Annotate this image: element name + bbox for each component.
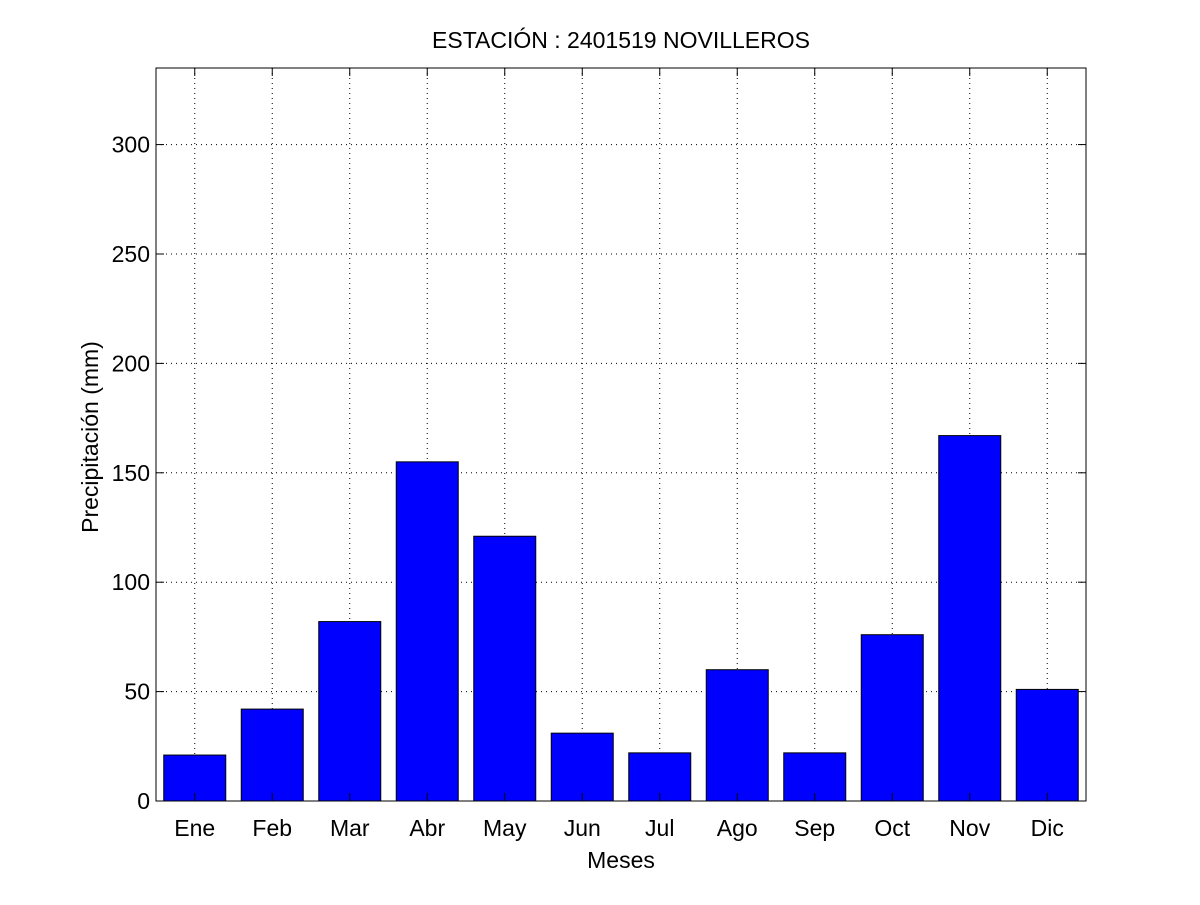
y-tick-label: 150 — [112, 460, 150, 486]
x-tick-label: Feb — [252, 815, 292, 841]
x-tick-label: Oct — [874, 815, 910, 841]
bar-abr — [395, 461, 459, 802]
bar-may — [473, 535, 537, 802]
x-tick-label: Ene — [174, 815, 215, 841]
axes-box — [155, 67, 1087, 802]
x-tick-label: Jun — [564, 815, 601, 841]
bar-jun — [550, 732, 614, 802]
bar-mar — [318, 621, 382, 802]
y-tick-label: 100 — [112, 569, 150, 595]
x-tick-label: Ago — [717, 815, 758, 841]
x-tick-label: Abr — [409, 815, 445, 841]
x-tick-label: Sep — [794, 815, 835, 841]
tick-marks — [156, 68, 1086, 802]
plot-area — [156, 68, 1086, 801]
y-tick-labels: 0 50 100 150 200 250 300 — [112, 132, 150, 814]
x-tick-label: Mar — [330, 815, 370, 841]
bar-dic — [1015, 688, 1079, 802]
y-tick-label: 50 — [124, 679, 150, 705]
bar-oct — [860, 634, 924, 802]
y-tick-label: 200 — [112, 350, 150, 376]
x-axis-label: Meses — [587, 847, 655, 873]
bar-sep — [783, 752, 847, 802]
x-tick-label: May — [483, 815, 527, 841]
chart-title: ESTACIÓN : 2401519 NOVILLEROS — [432, 27, 810, 53]
y-axis-label: Precipitación (mm) — [77, 341, 103, 533]
bar-feb — [240, 708, 304, 802]
x-tick-labels: Ene Feb Mar Abr May Jun Jul Ago Sep Oct Nov Dic — [174, 815, 1064, 841]
x-tick-label: Nov — [949, 815, 990, 841]
bar-nov — [938, 435, 1002, 802]
y-tick-label: 300 — [112, 132, 150, 158]
x-tick-label: Dic — [1031, 815, 1064, 841]
y-tick-label: 0 — [137, 788, 150, 814]
bar-ago — [705, 669, 769, 802]
bar-jul — [628, 752, 692, 802]
x-tick-label: Jul — [645, 815, 674, 841]
bars-group — [163, 435, 1079, 802]
y-tick-label: 250 — [112, 241, 150, 267]
